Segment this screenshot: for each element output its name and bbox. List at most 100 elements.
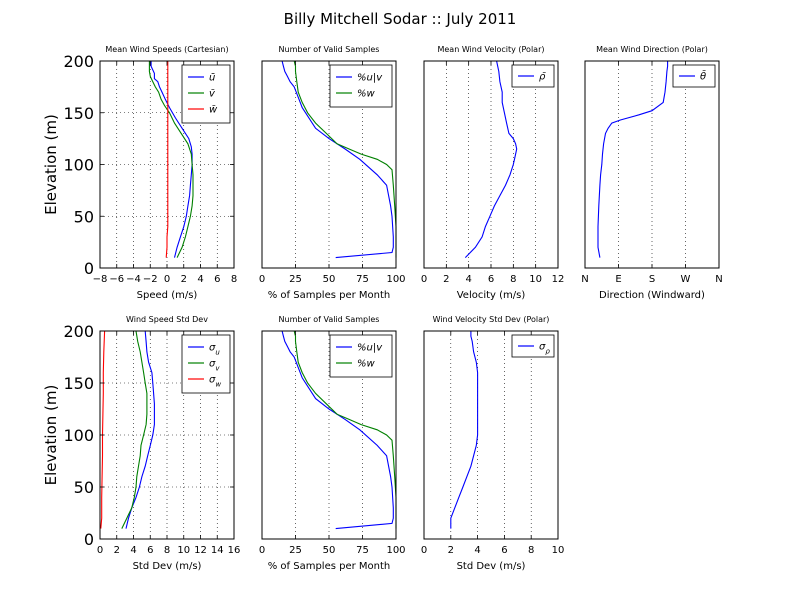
x-tick-label: 6: [488, 274, 494, 285]
y-tick-label: 50: [74, 478, 94, 497]
legend-label-theta: θ̄: [700, 70, 706, 83]
x-tick-label: N: [715, 274, 722, 285]
x-tick-label: E: [615, 274, 621, 285]
legend: θ̄: [672, 64, 716, 88]
legend-box: [181, 64, 231, 124]
x-axis-label: % of Samples per Month: [268, 290, 391, 301]
y-tick-label: 200: [63, 322, 94, 341]
legend: %u|v %w: [329, 334, 393, 378]
x-tick-label: 50: [323, 274, 336, 285]
x-tick-label: 6: [147, 545, 153, 556]
x-tick-label: 10: [552, 545, 565, 556]
x-tick-label: 100: [386, 545, 405, 556]
x-tick-label: −4: [126, 274, 141, 285]
x-tick-label: N: [581, 274, 588, 285]
legend-label-u: ū: [209, 73, 215, 84]
plot-frame: [423, 330, 559, 540]
series-line-pct-u-v: [281, 60, 394, 259]
x-tick-label: 2: [443, 274, 449, 285]
panel-title: Number of Valid Samples: [279, 315, 380, 324]
x-tick-label: 0: [164, 274, 170, 285]
chart-panel-4: N E S W N Mean Wind Direction (Polar) Directio…: [581, 45, 722, 301]
chart-panel-7: 0 2 4 6 8 10 Wind Velocity Std Dev (Polar) Std …: [421, 315, 565, 572]
legend-box: [329, 334, 393, 378]
series-line-pct-u-v: [281, 330, 394, 530]
x-tick-label: −6: [109, 274, 124, 285]
y-axis-label: Elevation (m): [42, 385, 60, 486]
legend: %u|v %w: [329, 64, 393, 108]
series-line-pct-w: [293, 330, 397, 529]
plot-frame: [584, 60, 720, 269]
x-tick-label: 2: [114, 545, 120, 556]
series-line-u: [150, 61, 193, 258]
panel-title: Number of Valid Samples: [279, 45, 380, 54]
plot-frame: [423, 60, 559, 269]
y-axis-label: Elevation (m): [42, 114, 60, 215]
legend-label-sigma-rho: σρ: [539, 342, 550, 356]
x-axis-label: Std Dev (m/s): [457, 561, 526, 572]
chart-panel-2: 0 25 50 75 100 Number of Valid Samples % of Sa…: [259, 45, 406, 301]
legend-label-pct-w: %w: [357, 359, 376, 370]
x-tick-label: S: [649, 274, 655, 285]
x-tick-label: 12: [194, 545, 207, 556]
x-tick-label: 8: [510, 274, 516, 285]
x-tick-label: 0: [421, 274, 427, 285]
panel-title: Wind Speed Std Dev: [126, 315, 208, 324]
legend-label-v: v̄: [209, 89, 216, 100]
x-tick-label: 6: [214, 274, 220, 285]
x-tick-label: 0: [259, 545, 265, 556]
y-tick-label: 200: [63, 52, 94, 71]
y-tick-label: 0: [84, 530, 94, 549]
chart-panel-6: 0 25 50 75 100 Number of Valid Samples % of Sa…: [259, 315, 406, 572]
x-tick-label: 4: [197, 274, 203, 285]
y-tick-label: 150: [63, 374, 94, 393]
x-axis-label: Std Dev (m/s): [133, 561, 202, 572]
x-axis-label: Speed (m/s): [137, 290, 198, 301]
panel-title: Mean Wind Speeds (Cartesian): [105, 45, 228, 54]
x-tick-label: 4: [474, 545, 480, 556]
x-tick-label: 100: [386, 274, 405, 285]
x-axis-label: Direction (Windward): [599, 290, 705, 301]
x-tick-label: 12: [552, 274, 565, 285]
x-tick-label: 10: [177, 545, 190, 556]
legend-label-sigma-v: σv: [209, 359, 220, 373]
panel-title: Wind Velocity Std Dev (Polar): [433, 315, 550, 324]
y-tick-label: 100: [63, 426, 94, 445]
panel-title: Mean Wind Direction (Polar): [596, 45, 708, 54]
legend-label-sigma-u: σu: [209, 343, 220, 357]
y-tick-label: 50: [74, 207, 94, 226]
y-tick-label: 0: [84, 259, 94, 278]
y-tick-label: 150: [63, 104, 94, 123]
series-line-sigma-rho: [450, 331, 479, 529]
series-line-v: [148, 61, 194, 258]
x-tick-label: −8: [93, 274, 108, 285]
figure-title: Billy Mitchell Sodar :: July 2011: [284, 10, 517, 28]
x-tick-label: 2: [181, 274, 187, 285]
x-tick-label: 8: [231, 274, 237, 285]
x-tick-label: 4: [130, 545, 136, 556]
x-tick-label: W: [681, 274, 691, 285]
x-tick-label: 50: [323, 545, 336, 556]
legend-label-rho: ρ̄: [539, 72, 546, 83]
x-tick-label: 25: [289, 274, 302, 285]
x-tick-label: 2: [448, 545, 454, 556]
legend-label-w: w̄: [209, 105, 218, 116]
x-tick-label: 0: [421, 545, 427, 556]
x-tick-label: 8: [528, 545, 534, 556]
x-tick-label: 75: [356, 545, 369, 556]
x-tick-label: −2: [143, 274, 158, 285]
x-tick-label: 6: [501, 545, 507, 556]
series-line-theta: [597, 61, 669, 258]
y-tick-label: 100: [63, 156, 94, 175]
x-tick-label: 14: [211, 545, 224, 556]
legend-label-pct-u-v: %u|v: [357, 343, 383, 354]
x-tick-label: 8: [164, 545, 170, 556]
legend-label-sigma-w: σw: [209, 375, 221, 389]
x-axis-label: % of Samples per Month: [268, 561, 391, 572]
legend-label-pct-u-v: %u|v: [357, 73, 383, 84]
series-line-sigma-v: [121, 330, 148, 529]
legend-box: [329, 64, 393, 108]
series-line-pct-w: [293, 60, 397, 258]
